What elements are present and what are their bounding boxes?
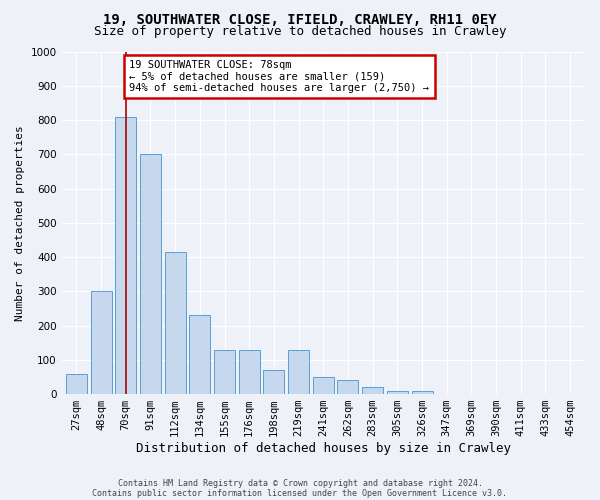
Bar (91, 292, 112, 394)
Text: 19, SOUTHWATER CLOSE, IFIELD, CRAWLEY, RH11 0EY: 19, SOUTHWATER CLOSE, IFIELD, CRAWLEY, R… (103, 12, 497, 26)
Bar (412, 390, 433, 394)
Bar (115, 116, 136, 394)
Bar (214, 350, 235, 394)
Text: Contains public sector information licensed under the Open Government Licence v3: Contains public sector information licen… (92, 488, 508, 498)
Bar (387, 390, 408, 394)
Bar (190, 316, 211, 394)
Bar (362, 387, 383, 394)
Bar (288, 350, 309, 394)
Bar (164, 252, 185, 394)
Bar (263, 370, 284, 394)
Text: Size of property relative to detached houses in Crawley: Size of property relative to detached ho… (94, 25, 506, 38)
Bar (239, 350, 260, 394)
Y-axis label: Number of detached properties: Number of detached properties (15, 125, 25, 320)
Bar (66, 374, 87, 394)
Text: 19 SOUTHWATER CLOSE: 78sqm
← 5% of detached houses are smaller (159)
94% of semi: 19 SOUTHWATER CLOSE: 78sqm ← 5% of detac… (130, 60, 430, 94)
Bar (140, 154, 161, 394)
Bar (337, 380, 358, 394)
Text: Contains HM Land Registry data © Crown copyright and database right 2024.: Contains HM Land Registry data © Crown c… (118, 478, 482, 488)
X-axis label: Distribution of detached houses by size in Crawley: Distribution of detached houses by size … (136, 442, 511, 455)
Bar (313, 377, 334, 394)
